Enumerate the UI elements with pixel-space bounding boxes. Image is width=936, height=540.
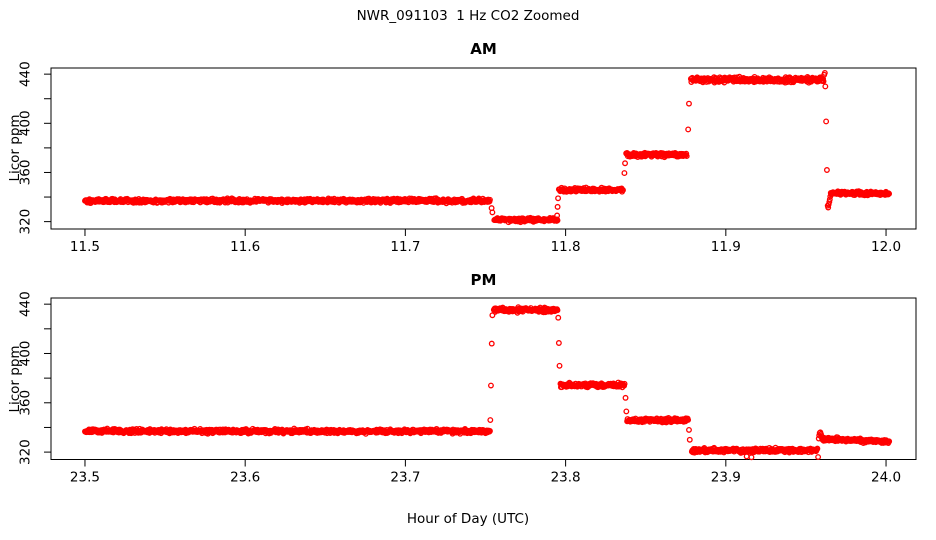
y-axis: 320 360 400 440 [18,61,51,235]
transition-point [823,167,830,173]
transition-point [686,100,692,107]
transition-point [556,362,563,369]
transition-point [489,209,496,216]
panel-title-pm: PM [470,271,497,289]
transition-point [487,417,494,423]
y-axis: 320 360 400 440 [18,291,51,465]
y-tick-label: 360 [18,160,34,186]
transition-point [826,196,833,203]
transition-point [686,426,692,433]
x-tick-label: 23.6 [230,470,260,486]
transition-point [827,193,834,200]
x-tick-label: 23.5 [70,470,100,486]
transition-point [815,454,822,460]
x-tick-label: 23.8 [551,470,581,486]
main-title: NWR_091103 1 Hz CO2 Zoomed [356,8,580,24]
transition-point [821,69,828,76]
y-tick-label: 440 [18,291,34,317]
y-tick-label: 440 [18,61,34,87]
transition-point [555,340,562,346]
transition-point [621,170,628,177]
x-tick-label: 11.9 [711,239,741,255]
data-points [82,304,893,461]
y-tick-label: 360 [18,390,34,416]
transition-point [685,126,692,133]
transition-point [825,204,832,211]
transition-point [748,454,755,461]
transition-point [622,394,629,401]
transition-point [818,431,824,438]
transition-point [489,312,496,319]
transition-point [686,436,693,443]
transition-point [488,382,494,389]
x-axis: 23.5 23.6 23.7 23.8 23.9 24.0 [70,459,901,486]
plot-box [50,297,917,460]
plot-box [50,67,917,230]
transition-point [555,195,562,202]
x-axis: 11.5 11.6 11.7 11.8 11.9 12.0 [70,229,901,255]
transition-point [823,118,830,125]
transition-point [826,199,833,205]
transition-point [488,340,495,347]
transition-point [815,435,822,442]
transition-point [554,212,561,219]
panel-title-am: AM [470,40,497,58]
x-tick-label: 24.0 [871,470,901,486]
transition-point [743,453,750,460]
transition-point [555,314,562,321]
x-tick-label: 11.8 [551,239,581,255]
data-points [82,69,893,226]
x-tick-label: 11.5 [70,239,100,255]
x-tick-label: 23.7 [390,470,420,486]
y-tick-label: 320 [18,209,34,235]
x-tick-label: 11.7 [390,239,420,255]
y-tick-label: 320 [18,439,34,465]
transition-point [822,83,829,90]
x-tick-label: 11.6 [230,239,260,255]
y-tick-label: 400 [18,110,34,136]
x-tick-label: 23.9 [711,470,741,486]
x-axis-label: Hour of Day (UTC) [406,511,530,527]
transition-point [623,408,630,415]
x-tick-label: 12.0 [871,239,901,255]
y-tick-label: 400 [18,341,34,367]
transition-point [622,160,628,167]
transition-point [554,203,561,210]
